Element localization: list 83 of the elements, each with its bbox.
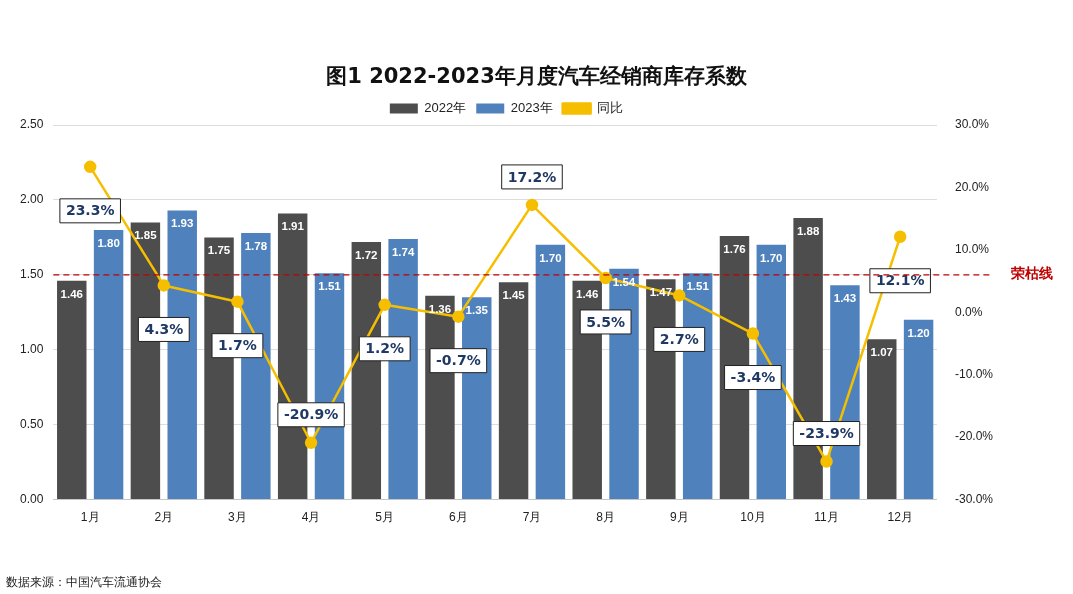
legend-label: 2023年 [510, 100, 553, 116]
data-label: 23.3% [65, 202, 115, 219]
bar [535, 244, 566, 500]
legend-label: 2022年 [424, 100, 467, 116]
legend-label: 同比 [597, 100, 624, 116]
source-note: 数据来源：中国汽车流通协会 [6, 574, 162, 591]
data-label: 1.35 [465, 304, 489, 317]
point [304, 436, 318, 450]
x-tick-label: 12月 [887, 510, 913, 525]
y2-tick-label: -30.0% [954, 491, 994, 506]
data-label: -23.9% [799, 425, 854, 442]
x-tick-label: 1月 [80, 510, 100, 525]
data-label: 1.45 [502, 289, 526, 302]
y2-tick-label: -20.0% [954, 429, 994, 444]
data-label: -20.9% [283, 406, 339, 423]
x-tick-label: 5月 [375, 510, 395, 525]
data-label: 1.93 [171, 217, 194, 230]
y-tick-label: 0.50 [20, 416, 44, 431]
data-label: 1.51 [318, 280, 342, 293]
y-tick-label: 2.50 [20, 117, 44, 132]
point [525, 198, 539, 212]
data-label: 1.85 [134, 229, 158, 242]
bar [57, 280, 87, 500]
point [820, 455, 833, 468]
data-label: 1.75 [207, 244, 231, 257]
point [157, 279, 171, 292]
data-label: 4.3% [144, 321, 184, 338]
data-label: 1.46 [576, 287, 599, 300]
ref-line-label: 荣枯线 [1010, 265, 1053, 282]
y-tick-label: 1.50 [20, 267, 44, 282]
x-tick-label: 6月 [449, 510, 468, 525]
x-tick-label: 2月 [154, 510, 174, 525]
y-tick-label: 2.00 [20, 192, 44, 207]
chart-title: 图1 2022-2023年月度汽车经销商库存系数 [325, 63, 748, 90]
point [83, 160, 97, 174]
y2-tick-label: 0.0% [954, 304, 983, 319]
point [746, 327, 760, 340]
data-label: -0.7% [436, 352, 481, 369]
y-tick-label: 0.00 [20, 491, 44, 506]
data-label: 5.5% [586, 313, 626, 330]
y2-tick-label: 30.0% [954, 117, 990, 132]
x-tick-label: 3月 [228, 510, 247, 525]
data-label: -3.4% [730, 369, 776, 386]
data-label: 12.1% [875, 272, 925, 289]
bar [903, 319, 934, 500]
data-label: 1.74 [391, 245, 415, 258]
data-label: 2.7% [659, 331, 699, 348]
point [599, 271, 612, 285]
x-tick-label: 9月 [669, 510, 689, 525]
data-label: 1.70 [760, 251, 783, 264]
data-label: 1.7% [218, 337, 257, 354]
data-label: 1.20 [907, 326, 930, 339]
x-tick-label: 4月 [301, 510, 321, 525]
bar [867, 339, 897, 500]
bar [93, 229, 124, 500]
data-label: 17.2% [507, 168, 557, 185]
data-label: 1.07 [870, 346, 893, 359]
data-label: 1.72 [355, 248, 378, 261]
bar [498, 282, 529, 500]
point [673, 289, 686, 302]
data-label: 1.36 [428, 302, 452, 315]
data-label: 1.88 [796, 224, 820, 237]
data-label: 1.46 [60, 287, 83, 300]
x-tick-label: 11月 [814, 510, 839, 525]
y2-tick-label: -10.0% [954, 367, 994, 382]
data-label: 1.70 [539, 251, 562, 264]
data-label: 1.43 [833, 292, 857, 305]
point [452, 310, 465, 323]
x-tick-label: 7月 [522, 510, 542, 525]
data-label: 1.80 [97, 236, 120, 249]
x-tick-label: 8月 [596, 510, 615, 525]
y2-tick-label: 10.0% [954, 242, 990, 257]
data-label: 1.91 [281, 220, 305, 233]
data-label: 1.76 [723, 242, 746, 255]
y2-tick-label: 20.0% [954, 179, 990, 194]
y-tick-label: 1.00 [20, 342, 44, 357]
point [893, 230, 907, 244]
x-tick-label: 10月 [740, 510, 766, 525]
data-label: 1.2% [365, 340, 405, 357]
data-label: 1.78 [244, 239, 268, 252]
point [231, 295, 244, 308]
point [378, 298, 391, 312]
data-label: 1.51 [686, 280, 710, 293]
